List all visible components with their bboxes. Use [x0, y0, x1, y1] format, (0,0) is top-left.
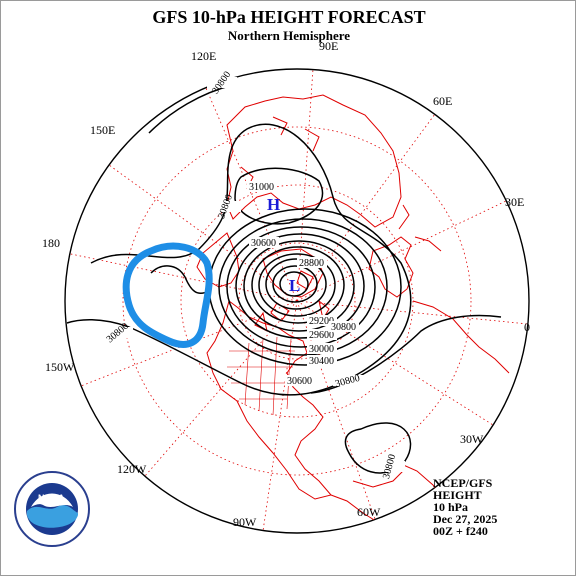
lon-label-60e: 60E: [433, 94, 452, 108]
map-subtitle: Northern Hemisphere: [227, 28, 351, 43]
high-pressure-label: H: [267, 195, 280, 214]
lon-label-30w: 30W: [460, 432, 484, 446]
contour-31000: [234, 167, 324, 225]
map-title: GFS 10-hPa HEIGHT FORECAST: [152, 7, 426, 27]
lon-label-0: 0: [524, 320, 530, 334]
contour-label: 30800: [331, 322, 356, 333]
contour-label: 30600: [287, 376, 312, 387]
info-level: 10 hPa: [433, 500, 469, 514]
asia-interior: [240, 116, 320, 190]
lon-label-60w: 60W: [357, 505, 381, 519]
info-source: NCEP/GFS: [433, 476, 493, 490]
low-pressure-label: L: [289, 276, 300, 295]
contour-label: 30600: [251, 238, 276, 249]
lon-label-120e: 120E: [191, 49, 216, 63]
europe-coast: [368, 204, 442, 298]
lon-label-120w: 120W: [117, 462, 147, 476]
hemisphere-boundary: [64, 68, 530, 534]
info-date: Dec 27, 2025: [433, 512, 498, 526]
noaa-logo: NOAA: [14, 471, 90, 547]
info-run: 00Z + f240: [433, 524, 488, 538]
lon-label-150e: 150E: [90, 123, 115, 137]
lon-label-180: 180: [42, 236, 60, 250]
contour-label: 28800: [299, 258, 324, 269]
north-america-coast: [206, 300, 332, 500]
noaa-logo-text: NOAA: [38, 493, 65, 503]
contour-label: 29600: [309, 330, 334, 341]
contour-30800-outer: [66, 123, 412, 396]
lon-label-150w: 150W: [45, 360, 75, 374]
contour-label: 29200: [309, 316, 334, 327]
lon-label-90w: 90W: [233, 515, 257, 529]
blue-highlight-outline: [122, 242, 213, 348]
contour-30600: [208, 208, 402, 366]
us-state-boundaries: [227, 336, 295, 416]
info-variable: HEIGHT: [433, 488, 482, 502]
africa-coast: [412, 300, 510, 374]
contour-label: 30000: [309, 344, 334, 355]
contour-30800-south: [344, 422, 412, 474]
contour-west-loop: [150, 265, 210, 295]
greenland-coast: [262, 248, 324, 298]
contour-label: 31000: [249, 182, 274, 193]
lon-label-90e: 90E: [319, 39, 338, 53]
forecast-info-block: NCEP/GFS HEIGHT 10 hPa Dec 27, 2025 00Z …: [433, 477, 497, 537]
height-contours: [66, 84, 502, 474]
contour-label: 30400: [309, 356, 334, 367]
asia-coast: [226, 94, 402, 228]
lon-label-30e: 30E: [505, 195, 524, 209]
longitude-labels: 90E 60E 30E 0 30W 60W 90W 120W 150W 180 …: [42, 39, 530, 529]
central-america-coast: [330, 470, 404, 524]
